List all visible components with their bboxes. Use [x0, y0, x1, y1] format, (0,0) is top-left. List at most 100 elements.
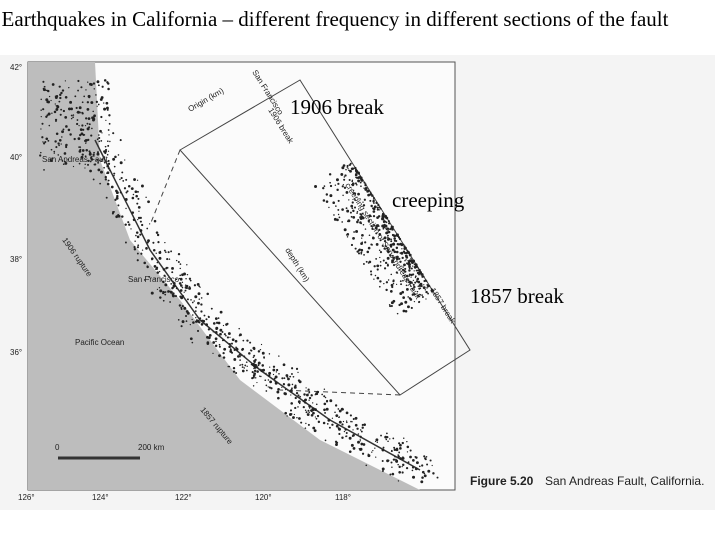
dot	[107, 159, 110, 162]
dot	[364, 184, 367, 187]
dot	[135, 231, 139, 234]
dot	[402, 266, 404, 268]
dot	[372, 215, 376, 218]
dot	[262, 369, 265, 372]
dot	[42, 141, 44, 143]
dot	[89, 169, 92, 173]
dot	[232, 370, 236, 373]
dot	[43, 142, 46, 145]
dot	[404, 267, 407, 270]
dot	[84, 155, 87, 158]
dot	[159, 289, 163, 293]
dot	[103, 161, 106, 164]
dot	[183, 306, 187, 310]
dot	[349, 414, 352, 417]
dot	[155, 231, 159, 234]
dot	[393, 448, 397, 452]
dot	[146, 265, 149, 268]
dot	[343, 178, 346, 181]
dot	[62, 163, 65, 166]
dot	[113, 165, 116, 168]
dot	[82, 128, 85, 131]
dot	[399, 269, 401, 271]
dot	[215, 331, 218, 334]
dot	[178, 304, 182, 307]
dot	[78, 111, 81, 114]
section-link	[279, 389, 401, 396]
dot	[354, 198, 356, 201]
dot	[389, 438, 391, 440]
dot	[335, 441, 338, 444]
dot	[396, 257, 399, 261]
dot	[90, 134, 93, 137]
dot	[125, 178, 128, 181]
dot	[322, 421, 326, 425]
dot	[108, 114, 111, 117]
dot	[48, 124, 51, 127]
dot	[265, 384, 268, 387]
dot	[152, 249, 156, 252]
dot	[375, 456, 377, 458]
dot	[186, 298, 189, 301]
dot	[341, 208, 344, 211]
dot	[362, 262, 365, 265]
dot	[134, 190, 138, 194]
dot	[338, 432, 341, 436]
dot	[84, 125, 87, 127]
dot	[375, 201, 378, 204]
dot	[241, 369, 245, 373]
dot	[377, 203, 379, 206]
dot	[186, 264, 188, 266]
dot	[423, 455, 426, 458]
dot	[413, 300, 416, 303]
dot	[97, 84, 100, 87]
dot	[297, 371, 299, 374]
dot	[199, 286, 201, 288]
dot	[400, 283, 403, 286]
dot	[334, 184, 337, 186]
dot	[414, 456, 417, 458]
dot	[340, 173, 344, 176]
dot	[253, 366, 257, 369]
dot	[334, 411, 336, 414]
dot	[184, 289, 187, 292]
dot	[427, 284, 430, 288]
dot	[98, 140, 101, 143]
dot	[298, 417, 301, 420]
dot	[219, 332, 222, 336]
dot	[177, 252, 181, 256]
dot	[81, 101, 84, 104]
dot	[212, 352, 214, 354]
dot	[402, 456, 404, 458]
dot	[179, 274, 182, 277]
dot	[311, 407, 314, 410]
dot	[158, 256, 162, 260]
dot	[276, 390, 280, 394]
dot	[379, 280, 382, 283]
dot	[290, 394, 292, 396]
dot	[177, 261, 180, 264]
dot	[184, 286, 188, 289]
dot	[383, 219, 385, 222]
dot	[341, 166, 345, 170]
dot	[304, 401, 307, 404]
dot	[294, 406, 297, 410]
dot	[323, 395, 326, 398]
dot	[415, 461, 419, 465]
dot	[409, 455, 412, 459]
dot	[199, 317, 202, 320]
dot	[104, 150, 107, 153]
dot	[86, 108, 90, 111]
dot	[128, 223, 131, 226]
dot	[399, 252, 402, 254]
annotation: creeping	[392, 188, 465, 212]
dot	[179, 289, 183, 292]
dot	[219, 328, 223, 332]
dot	[79, 128, 83, 132]
dot	[393, 256, 396, 259]
dot	[164, 293, 167, 296]
dot	[412, 279, 415, 282]
dot	[67, 158, 69, 161]
dot	[133, 178, 136, 181]
dot	[175, 259, 178, 262]
